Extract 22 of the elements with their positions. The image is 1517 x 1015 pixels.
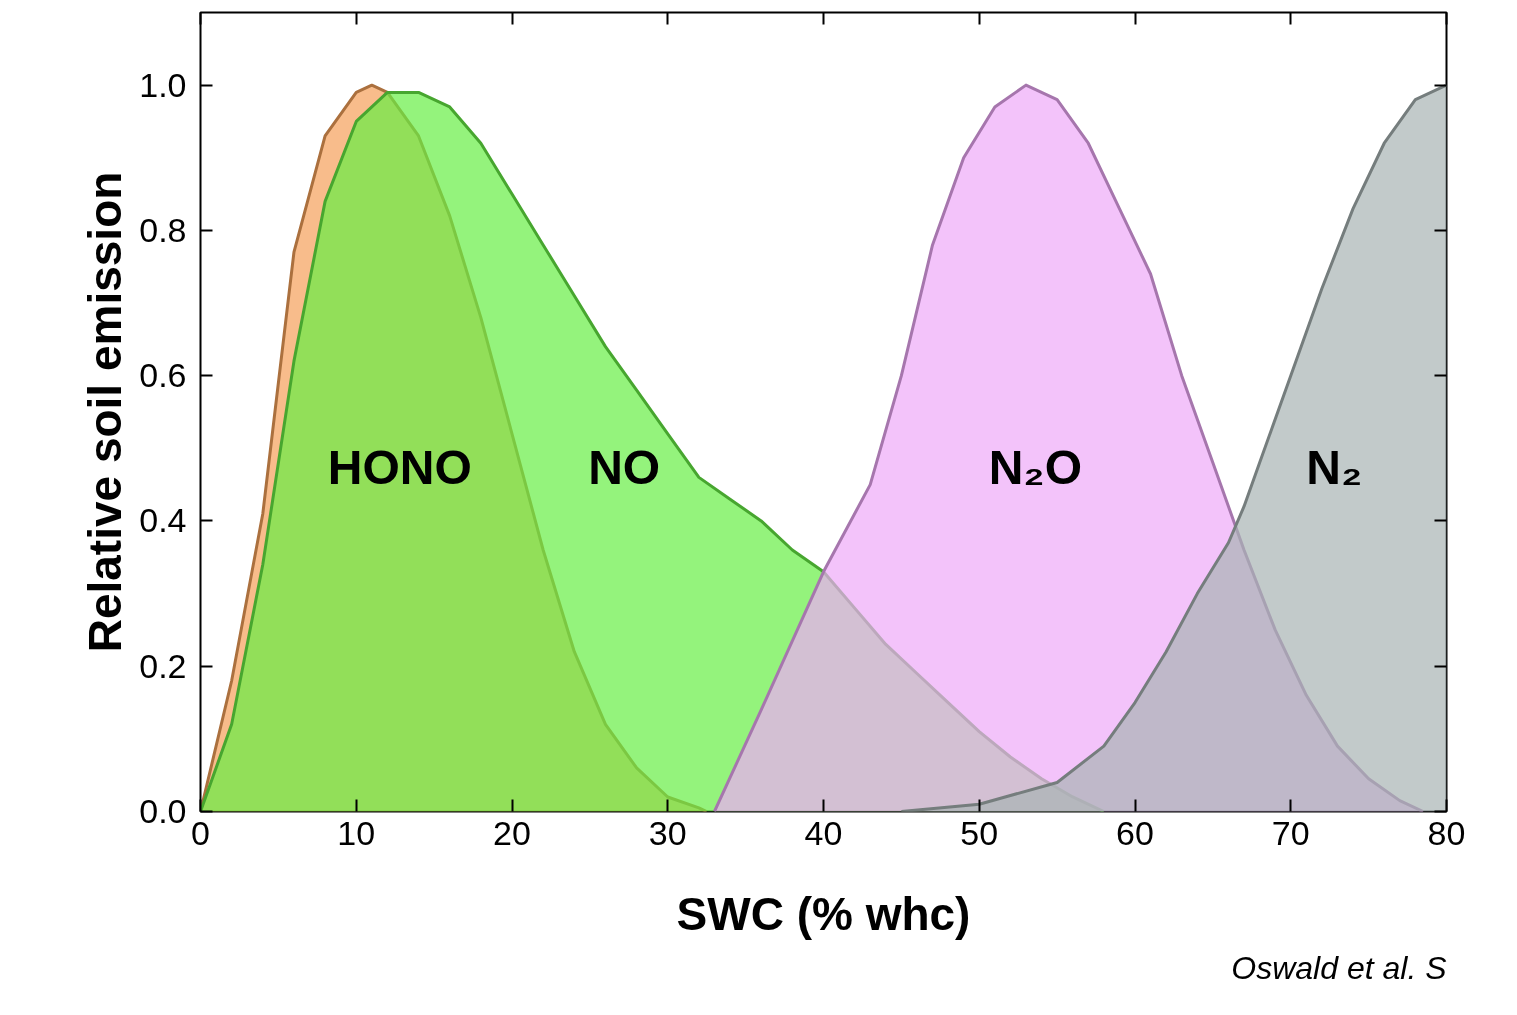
x-tick-label: 0 [191,813,210,852]
series-label: N₂ [1306,441,1363,495]
x-tick-label: 60 [1116,813,1154,852]
y-tick-label: 0.2 [139,646,187,685]
x-axis-title: SWC (% whc) [676,887,971,940]
x-tick-label: 10 [337,813,376,852]
y-tick-label: 0.8 [139,210,187,249]
y-tick-label: 0.6 [139,356,187,395]
x-tick-label: 50 [960,813,999,852]
text: Oswald et al. S [1231,949,1447,986]
x-tick-label: 70 [1271,813,1310,852]
series-label: NO [588,441,661,495]
y-tick-label: 0.0 [139,792,187,830]
x-tick-label: 20 [493,813,531,852]
y-tick-label: 1.0 [139,65,187,104]
x-tick-label: 40 [804,813,843,852]
y-axis-title: Relative soil emission [79,171,132,653]
x-tick-label: 80 [1427,813,1466,852]
x-tick-label: 30 [648,813,687,852]
y-tick-label: 0.4 [139,501,187,540]
series-label: N₂O [988,441,1082,495]
series-label: HONO [327,441,472,495]
